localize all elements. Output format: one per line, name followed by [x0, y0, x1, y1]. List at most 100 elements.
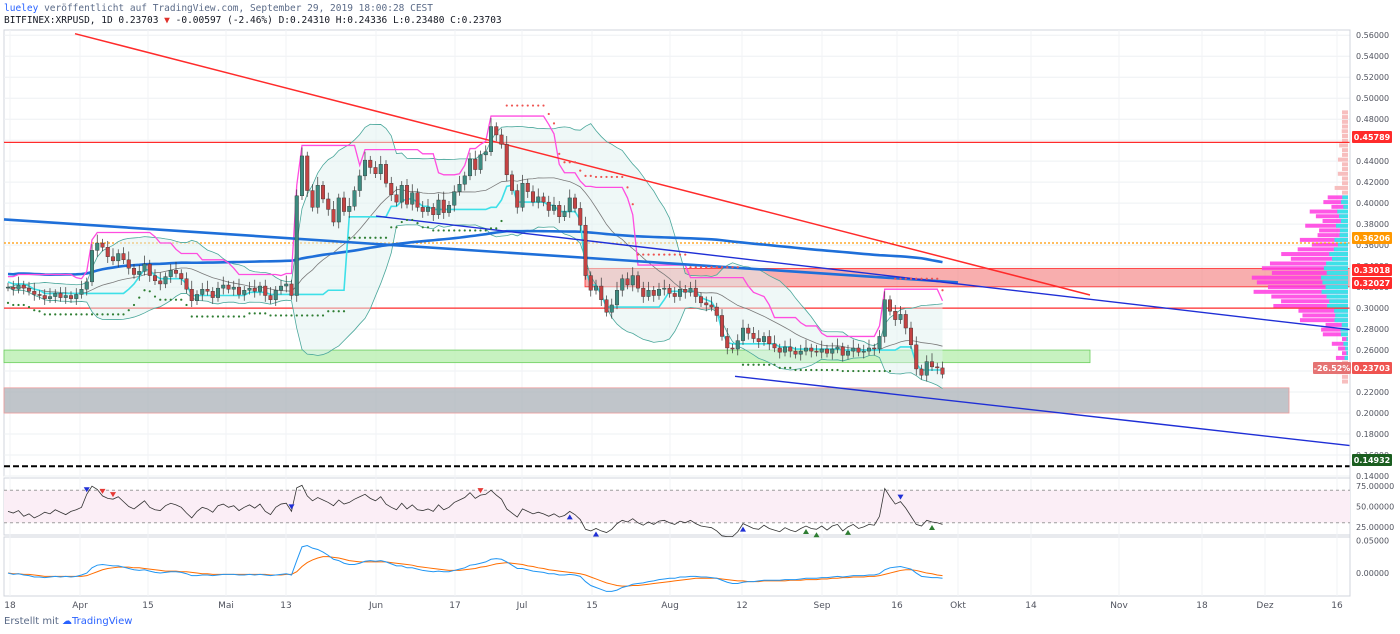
candle-body: [268, 295, 273, 300]
profile-bar: [1302, 313, 1348, 318]
candle-body: [630, 275, 635, 286]
candle-body: [788, 346, 793, 352]
sar-dot: [930, 277, 934, 280]
x-tick-label: Apr: [72, 601, 88, 611]
sar-dot: [773, 363, 776, 366]
sar-dot: [710, 266, 713, 269]
sar-dot: [547, 112, 550, 116]
price-badge-bg: [1352, 232, 1392, 244]
rsi-line: [7, 484, 943, 538]
candle-body: [389, 183, 394, 195]
candles: [5, 118, 945, 382]
candle-body: [462, 175, 467, 185]
candle-body: [436, 199, 441, 215]
candle-body: [131, 268, 136, 275]
candle-body: [609, 304, 614, 313]
candle-body: [809, 347, 814, 352]
signal-line: [7, 556, 943, 587]
candle-body: [578, 208, 583, 226]
sar-dot: [699, 266, 703, 269]
profile-bar: [1335, 355, 1348, 360]
profile-bar: [1251, 275, 1348, 280]
candle-body: [499, 134, 504, 145]
rsi-signal-marker: [813, 532, 820, 538]
oscillator-pane: 0.05000 0.00000: [7, 536, 1389, 592]
sar-dot: [258, 312, 262, 315]
candle-body: [42, 295, 47, 299]
sar-dot: [379, 236, 382, 239]
candle-body: [872, 347, 877, 350]
candle-body: [410, 192, 415, 205]
price-badge-label: 0.23703: [1354, 364, 1390, 373]
sar-dot: [248, 312, 251, 315]
profile-bar-cyan: [1327, 303, 1348, 308]
candle-body: [426, 207, 431, 212]
sar-dot: [295, 314, 298, 317]
sar-dot: [831, 368, 834, 372]
candle-body: [667, 287, 672, 294]
sar-dot: [138, 296, 141, 299]
sar-dot: [841, 369, 844, 373]
author-link[interactable]: lueley: [4, 3, 39, 14]
sar-dot: [474, 229, 477, 232]
sar-dot: [274, 314, 277, 317]
sar-dot: [17, 303, 20, 307]
candle-body: [273, 290, 278, 300]
tradingview-link[interactable]: TradingView: [72, 616, 133, 627]
candle-body: [767, 336, 772, 344]
chart-canvas[interactable]: 0.560000.540000.520000.500000.480000.460…: [0, 0, 1400, 614]
candle-body: [173, 270, 178, 274]
sar-dot: [164, 298, 167, 301]
x-tick-label: 13: [280, 601, 291, 611]
candle-body: [11, 286, 16, 290]
sar-dot: [33, 309, 36, 312]
sar-dot: [615, 175, 619, 179]
candle-body: [825, 348, 830, 354]
sar-dot: [584, 174, 587, 177]
profile-bar: [1319, 228, 1348, 233]
candle-body: [746, 327, 751, 334]
profile-bar-cyan: [1346, 351, 1348, 356]
sar-dot: [75, 313, 78, 316]
candle-body: [452, 191, 457, 206]
sar-dot: [180, 298, 183, 301]
profile-bar: [1281, 299, 1348, 304]
candle-body: [909, 327, 914, 346]
sar-dot: [479, 229, 482, 232]
price-badge-label: 0.33018: [1354, 266, 1391, 275]
candle-body: [331, 209, 336, 223]
price-badge-label: -26.52%: [1314, 364, 1351, 373]
sar-dot: [195, 315, 199, 318]
candle-body: [21, 284, 26, 289]
candle-body: [231, 286, 236, 290]
sar-dot: [111, 313, 115, 316]
candle-body: [210, 291, 215, 298]
y-tick-label: 0.44000: [1356, 157, 1389, 166]
candle-body: [625, 278, 630, 286]
y-tick-label: 0.42000: [1356, 178, 1389, 187]
sar-dot: [747, 363, 750, 366]
sar-dot: [374, 236, 377, 239]
profile-bar: [1322, 218, 1348, 223]
candle-body: [405, 185, 410, 205]
candle-body: [258, 285, 263, 292]
y-tick-label: 0.26000: [1356, 346, 1389, 355]
profile-bar: [1299, 318, 1348, 323]
candle-body: [573, 197, 578, 209]
candle-body: [279, 285, 284, 291]
osc-tick-label: 0.00000: [1356, 569, 1389, 578]
candle-body: [226, 284, 231, 290]
sar-dot: [579, 169, 582, 172]
candle-body: [651, 290, 656, 296]
candle-body: [32, 291, 37, 295]
candle-body: [930, 361, 935, 368]
candle-body: [861, 350, 866, 353]
candle-body: [352, 190, 357, 207]
profile-bar: [1290, 256, 1348, 261]
candle-body: [84, 281, 89, 290]
sar-dot: [332, 310, 335, 313]
price-badges: 0.45789 0.36206 0.33018 0.32027 -26.52% 0.237…: [1313, 131, 1392, 466]
candle-body: [888, 299, 893, 312]
candle-body: [74, 294, 79, 299]
profile-bar-cyan: [1343, 341, 1348, 346]
